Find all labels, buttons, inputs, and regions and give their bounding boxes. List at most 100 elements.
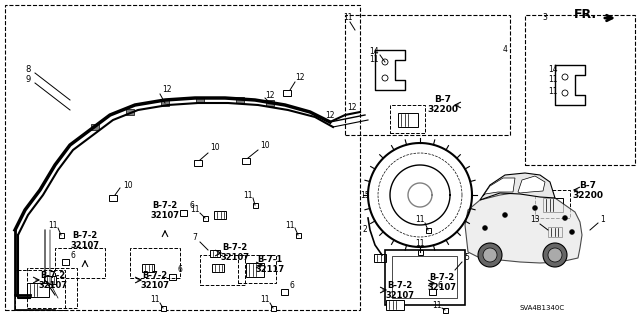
Text: B-7: B-7 <box>435 95 451 105</box>
Text: 12: 12 <box>295 73 305 83</box>
Circle shape <box>570 229 575 234</box>
Text: 13: 13 <box>530 216 540 225</box>
Text: B-7-2: B-7-2 <box>222 243 248 253</box>
Bar <box>179 210 186 216</box>
Polygon shape <box>483 178 515 196</box>
Polygon shape <box>465 192 582 263</box>
Text: 32200: 32200 <box>573 190 604 199</box>
Bar <box>168 274 175 280</box>
Bar <box>390 105 425 133</box>
Text: 14: 14 <box>369 48 379 56</box>
Text: 11: 11 <box>48 220 58 229</box>
Text: 11: 11 <box>190 205 200 214</box>
Text: 32107: 32107 <box>141 280 170 290</box>
Bar <box>253 203 257 207</box>
Bar <box>374 254 386 262</box>
Bar <box>130 248 180 278</box>
Bar <box>58 233 63 238</box>
Bar <box>27 268 77 308</box>
Bar <box>44 276 56 284</box>
Bar <box>548 227 562 237</box>
Bar <box>5 5 360 310</box>
Text: 11: 11 <box>343 13 353 23</box>
Text: B-7-2: B-7-2 <box>429 273 454 283</box>
Text: 32107: 32107 <box>221 254 250 263</box>
Bar <box>398 113 418 127</box>
Bar <box>196 97 204 103</box>
Bar <box>345 15 510 135</box>
Text: 1: 1 <box>600 216 605 225</box>
Text: 10: 10 <box>210 144 220 152</box>
Text: 11: 11 <box>150 295 160 305</box>
Text: 9: 9 <box>26 76 31 85</box>
Bar <box>210 249 220 256</box>
Bar <box>236 97 244 103</box>
Text: 6: 6 <box>289 280 294 290</box>
Text: 32107: 32107 <box>150 211 179 219</box>
Text: 12: 12 <box>348 103 356 113</box>
Bar <box>55 248 105 278</box>
Text: B-7-2: B-7-2 <box>152 201 178 210</box>
Text: 6: 6 <box>189 201 195 210</box>
Text: 12: 12 <box>325 110 335 120</box>
Circle shape <box>543 243 567 267</box>
Text: 32107: 32107 <box>428 284 456 293</box>
Bar <box>238 255 276 283</box>
Text: B-7: B-7 <box>579 181 596 189</box>
Text: 8: 8 <box>26 65 31 75</box>
Text: 11: 11 <box>432 300 442 309</box>
Bar <box>296 233 301 238</box>
Text: 32107: 32107 <box>70 241 99 249</box>
Text: 10: 10 <box>123 181 133 189</box>
Text: 15: 15 <box>360 190 370 199</box>
Circle shape <box>548 248 562 262</box>
Bar <box>271 306 275 310</box>
Bar <box>91 124 99 130</box>
Text: 32107: 32107 <box>385 291 415 300</box>
Text: B-7-2: B-7-2 <box>142 271 168 279</box>
Text: 3: 3 <box>543 13 547 23</box>
Bar <box>283 90 291 96</box>
Bar <box>392 256 457 298</box>
Bar <box>200 255 245 285</box>
Text: FR.: FR. <box>574 9 597 21</box>
Bar <box>161 100 169 106</box>
Text: 11: 11 <box>260 295 269 305</box>
Text: 32107: 32107 <box>38 280 67 290</box>
Text: 10: 10 <box>260 140 270 150</box>
Circle shape <box>502 212 508 218</box>
Bar <box>161 306 166 310</box>
Text: B-7-2: B-7-2 <box>40 271 66 279</box>
Text: 2: 2 <box>363 226 367 234</box>
Text: B-7-2: B-7-2 <box>387 280 413 290</box>
Bar <box>385 250 465 305</box>
Circle shape <box>483 226 488 231</box>
Bar <box>142 264 154 272</box>
Text: 32200: 32200 <box>428 106 458 115</box>
Bar <box>212 264 224 272</box>
Bar <box>266 100 274 106</box>
Text: 6: 6 <box>70 250 76 259</box>
Text: B-7-2: B-7-2 <box>72 231 98 240</box>
Bar <box>543 198 563 212</box>
Text: 11: 11 <box>415 216 425 225</box>
Text: 6: 6 <box>438 280 442 290</box>
Bar <box>525 15 635 165</box>
Text: 7: 7 <box>193 234 197 242</box>
Text: SVA4B1340C: SVA4B1340C <box>520 305 565 311</box>
Text: 5: 5 <box>465 254 469 263</box>
Text: 32117: 32117 <box>255 265 285 275</box>
Bar <box>417 249 422 255</box>
Polygon shape <box>480 173 555 200</box>
Text: 11: 11 <box>548 87 557 97</box>
Bar <box>246 263 264 277</box>
Text: 11: 11 <box>415 239 425 248</box>
Bar <box>535 190 570 218</box>
Bar <box>109 195 117 201</box>
Text: B-7-1: B-7-1 <box>257 256 283 264</box>
Bar <box>442 308 447 313</box>
Bar <box>15 270 65 310</box>
Text: 14: 14 <box>548 65 558 75</box>
Text: 4: 4 <box>502 46 508 55</box>
Bar <box>214 211 226 219</box>
